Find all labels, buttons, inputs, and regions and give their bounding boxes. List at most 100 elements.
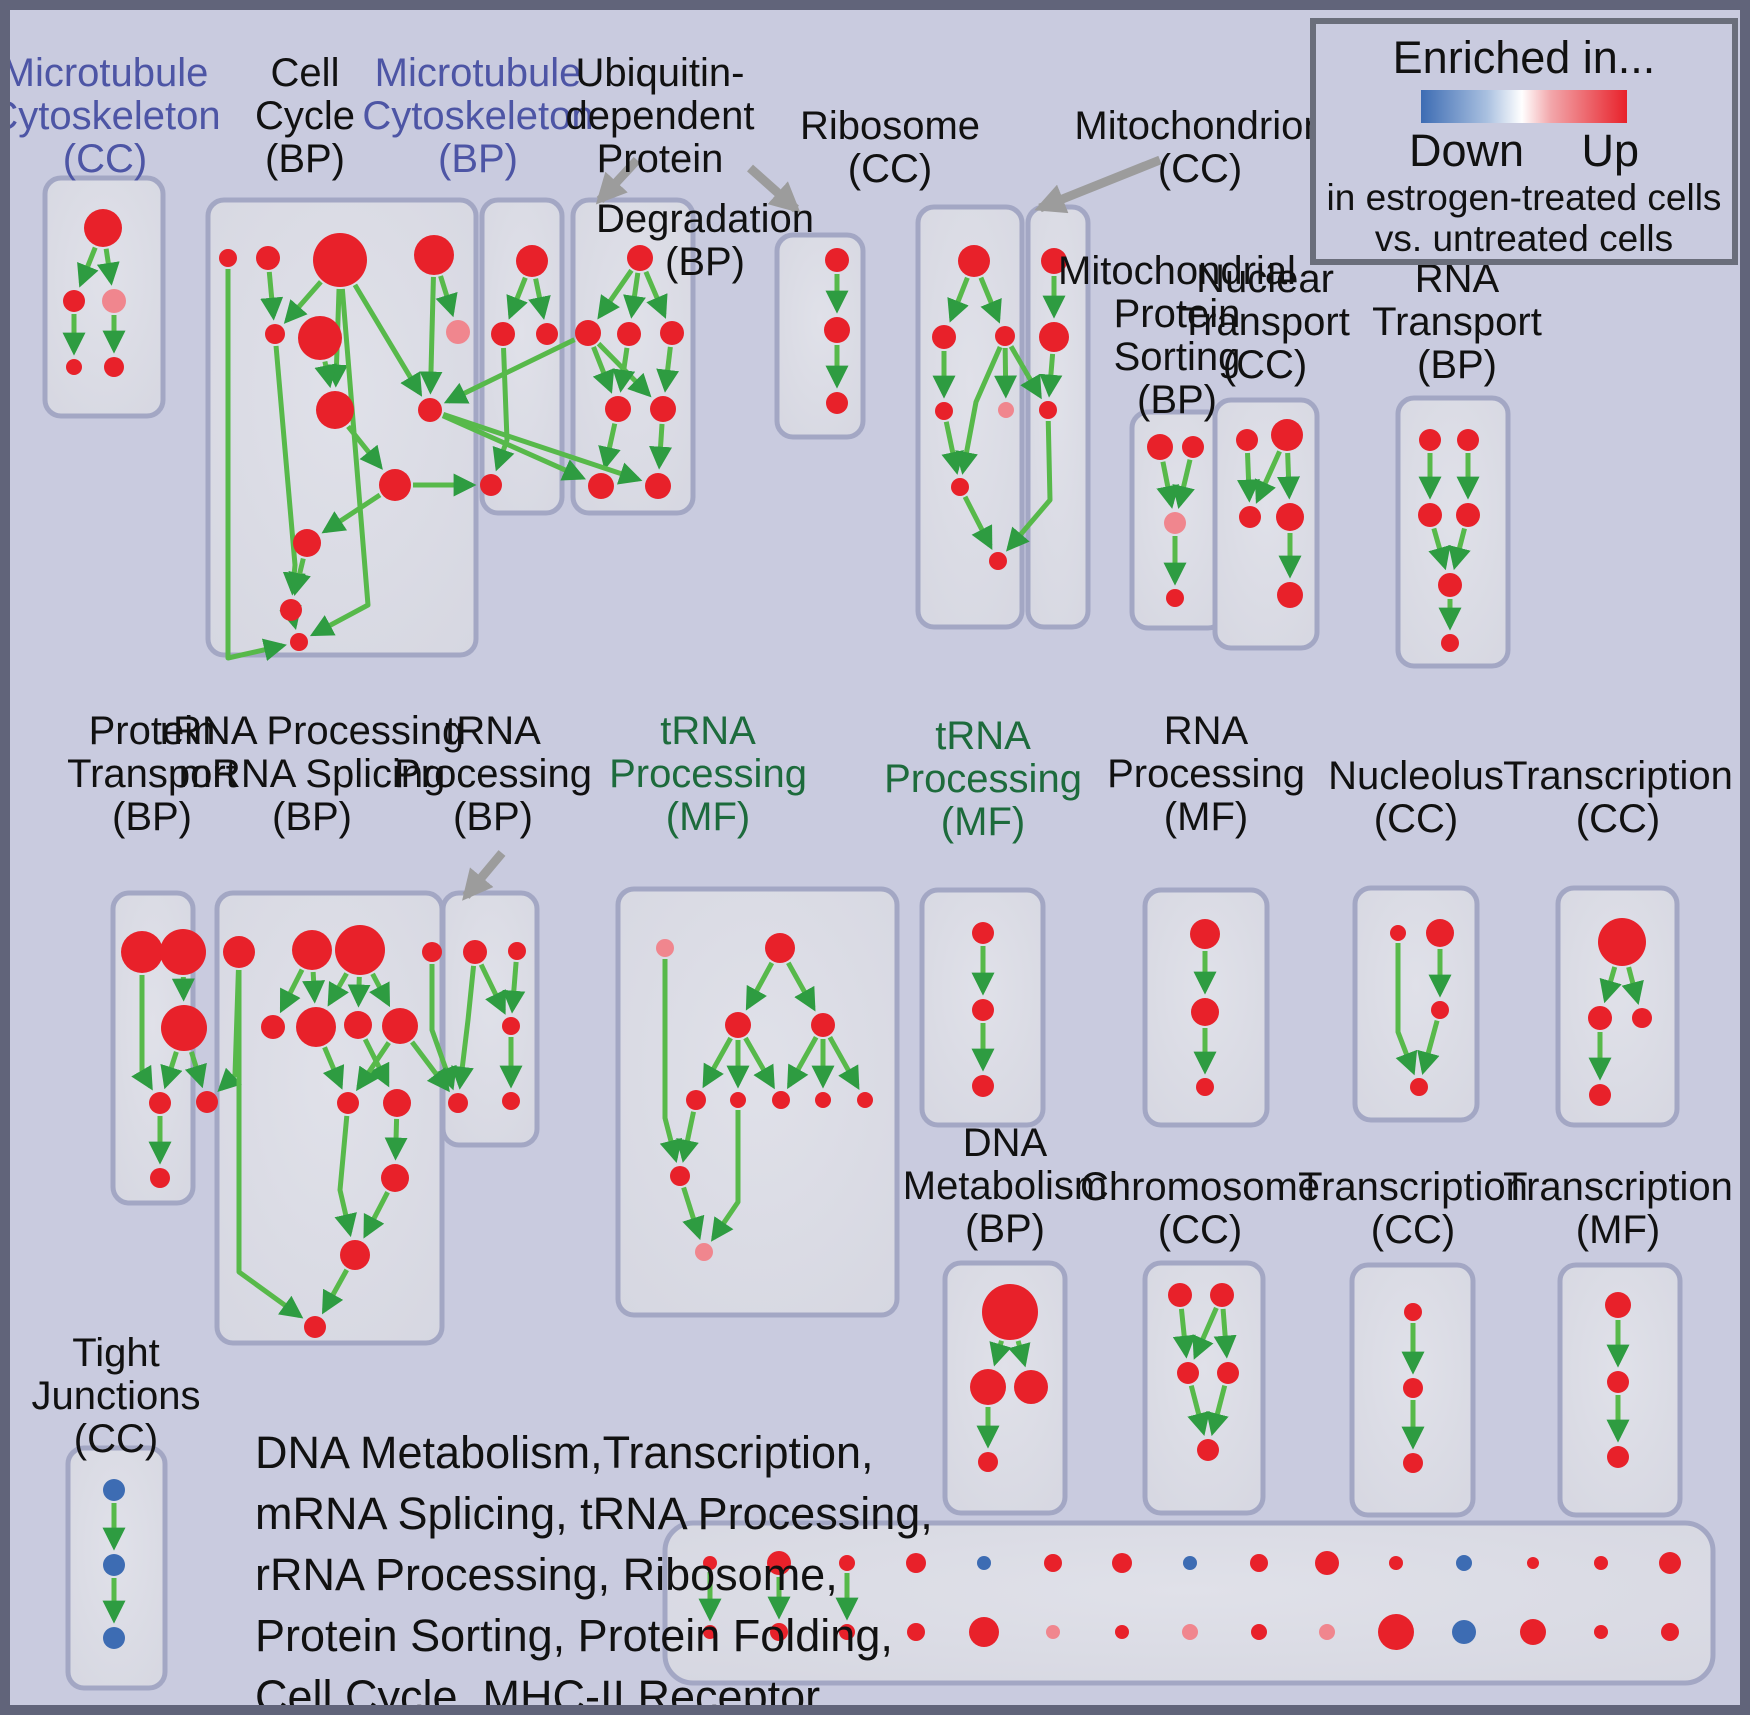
category-summary-text: DNA Metabolism,Transcription, mRNA Splic… — [255, 1422, 933, 1705]
go-term-node-red — [1039, 401, 1057, 419]
edge-arrow — [1008, 1340, 1031, 1368]
edge-arrow — [623, 272, 646, 319]
edge-arrow — [327, 972, 350, 1007]
edge-arrow — [1621, 966, 1644, 1006]
go-term-node-red — [703, 1556, 717, 1570]
edge-arrow — [363, 1191, 390, 1239]
go-term-node-red — [304, 1316, 326, 1338]
go-term-node-red — [730, 1092, 746, 1108]
go-term-node-red — [935, 402, 953, 420]
edge-arrow — [827, 1035, 860, 1091]
go-term-node-pink — [1046, 1625, 1060, 1639]
edge-arrow — [279, 604, 302, 630]
go-term-node-red — [907, 1623, 925, 1641]
go-term-node-red — [1661, 1623, 1679, 1641]
go-term-node-red — [1607, 1371, 1629, 1393]
go-term-node-red — [1588, 1006, 1612, 1030]
edge-arrow — [786, 961, 816, 1012]
go-term-node-red — [686, 1090, 706, 1110]
cluster-box-chrom — [1142, 1260, 1266, 1516]
edge-arrow — [787, 1035, 819, 1090]
edge-arrow — [528, 278, 551, 320]
edge-arrow — [225, 269, 287, 662]
go-term-node-red — [826, 392, 848, 414]
go-term-node-red — [703, 1625, 717, 1639]
go-term-node-red — [491, 322, 515, 346]
edge-arrow — [681, 1186, 705, 1241]
edge-arrow — [1417, 1019, 1440, 1076]
go-term-node-red — [261, 1015, 285, 1039]
edge-arrow — [1448, 527, 1471, 571]
go-term-node-red — [1039, 322, 1069, 352]
edge-arrow — [941, 421, 964, 475]
go-term-node-red — [1177, 1362, 1199, 1384]
go-term-node-red — [84, 209, 122, 247]
go-term-node-red — [978, 1452, 998, 1472]
edge-arrow — [1192, 1306, 1219, 1360]
edge-arrow — [410, 1040, 450, 1093]
go-term-node-pink — [102, 289, 126, 313]
edge-arrow — [321, 1268, 349, 1315]
edge-arrow — [745, 961, 775, 1011]
go-term-node-red — [1403, 1378, 1423, 1398]
go-term-node-red — [63, 290, 85, 312]
go-term-node-red — [605, 396, 631, 422]
go-term-node-red — [150, 1168, 170, 1188]
go-term-node-red — [1217, 1362, 1239, 1384]
go-term-node-red — [857, 1092, 873, 1108]
go-term-node-red — [1520, 1619, 1546, 1645]
go-term-node-red — [824, 317, 850, 343]
edge-arrow — [283, 280, 323, 324]
edge-arrow — [947, 276, 970, 323]
edge-arrow — [302, 971, 326, 1004]
go-term-node-red — [1607, 1446, 1629, 1468]
go-term-node-red — [1598, 918, 1646, 966]
go-term-node-red — [414, 235, 454, 275]
go-term-node-red — [223, 936, 255, 968]
go-term-node-red — [1250, 1554, 1268, 1572]
edge-arrow — [506, 276, 528, 320]
edge-arrow — [962, 495, 993, 550]
edge-arrow — [612, 347, 636, 393]
go-term-node-red — [951, 478, 969, 496]
edge-arrow — [309, 288, 371, 637]
go-term-node-blue — [1183, 1556, 1197, 1570]
go-term-node-red — [1276, 503, 1304, 531]
go-term-node-red — [1410, 1078, 1428, 1096]
cluster-box-misc — [662, 1520, 1716, 1686]
go-term-node-red — [418, 398, 442, 422]
go-term-node-blue — [103, 1479, 125, 1501]
go-term-node-pink — [446, 320, 470, 344]
go-term-node-red — [104, 357, 124, 377]
label-callout-arrow — [462, 850, 506, 901]
go-term-node-red — [765, 933, 795, 963]
go-term-node-red — [1527, 1557, 1539, 1569]
go-term-node-red — [1210, 1283, 1234, 1307]
go-term-node-red — [1457, 429, 1479, 451]
go-term-node-red — [381, 1164, 409, 1192]
legend-down-label: Down — [1409, 125, 1525, 176]
summary-line: rRNA Processing, Ribosome, — [255, 1549, 838, 1600]
go-term-node-red — [1403, 1453, 1423, 1473]
go-term-node-red — [670, 1166, 690, 1186]
edge-arrow — [978, 276, 1002, 324]
edge-arrow — [160, 1051, 183, 1090]
go-term-node-red — [463, 940, 487, 964]
go-term-node-red — [725, 1012, 751, 1038]
go-term-node-red — [982, 1284, 1038, 1340]
edge-arrow — [1213, 1308, 1237, 1359]
go-term-node-red — [337, 1092, 359, 1114]
legend-subtitle-2: vs. untreated cells — [1374, 218, 1674, 259]
go-term-node-red — [290, 633, 308, 651]
go-term-node-red — [1378, 1614, 1414, 1650]
legend-title: Enriched in... — [1392, 32, 1656, 83]
go-term-node-red — [645, 473, 671, 499]
go-term-node-red — [627, 245, 653, 271]
go-term-node-red — [340, 1240, 370, 1270]
edge-arrow — [441, 413, 587, 481]
edge-arrow — [236, 970, 304, 1319]
go-term-node-red — [1431, 1001, 1449, 1019]
go-term-node-red — [1115, 1625, 1129, 1639]
edge-arrow — [1254, 450, 1282, 504]
